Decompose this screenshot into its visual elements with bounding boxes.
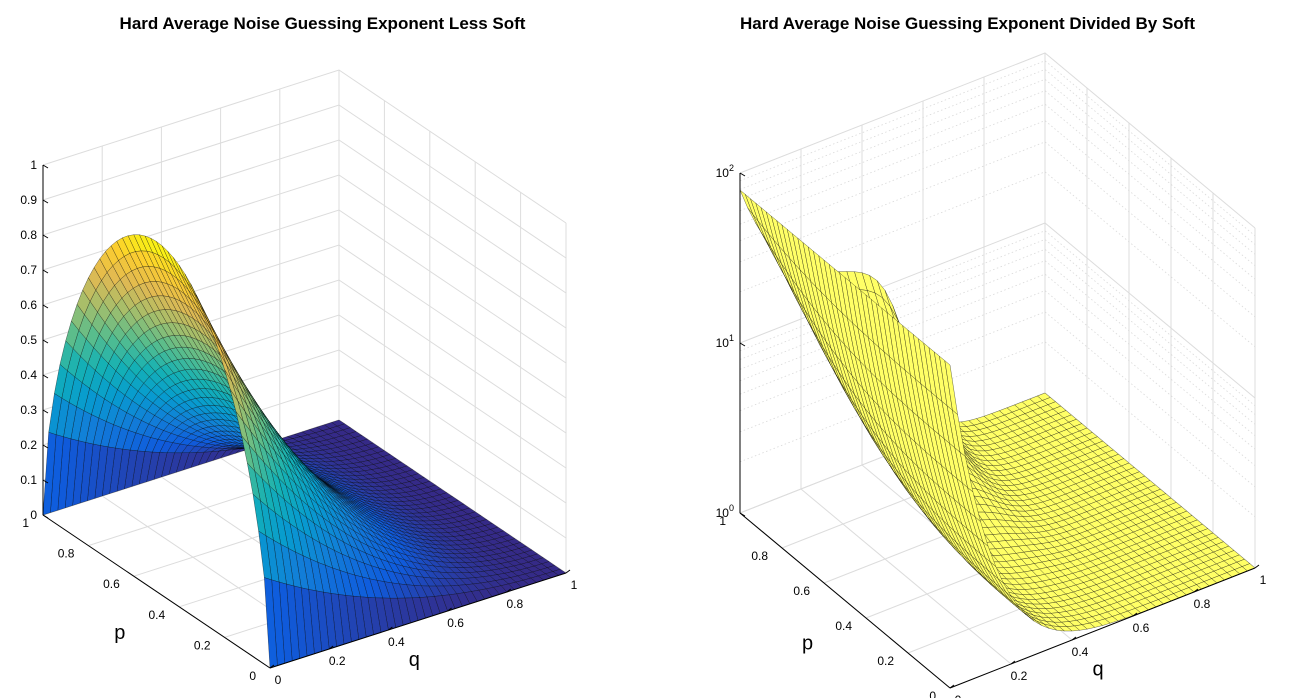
p-tick-label: 0.8 (58, 547, 75, 561)
p-tick-label: 0.8 (751, 549, 768, 563)
q-tick-label: 0 (955, 693, 962, 698)
p-tick-label: 0.4 (835, 619, 852, 633)
tick-mark (42, 269, 49, 274)
z-tick-label: 0.4 (20, 368, 37, 382)
minor-gridline (739, 69, 1256, 245)
minor-gridline (739, 90, 1256, 267)
tick-mark (1193, 588, 1199, 593)
z-tick-label: 0.3 (20, 403, 37, 417)
z-tick-label: 0.6 (20, 298, 37, 312)
q-tick-label: 0 (275, 673, 282, 687)
tick-mark (42, 164, 49, 169)
q-tick-label: 0.6 (447, 616, 464, 630)
minor-gridline (739, 60, 1256, 237)
z-tick-label: 0 (30, 508, 37, 522)
minor-gridline (739, 103, 1256, 280)
p-tick-label: 0.6 (793, 584, 810, 598)
tick-mark (42, 374, 49, 379)
q-tick-label: 0.2 (1011, 669, 1028, 683)
tick-mark (1254, 564, 1260, 569)
p-tick-label: 1 (719, 514, 726, 528)
p-tick-label: 0 (929, 689, 936, 698)
gridline (739, 52, 1256, 229)
tick-mark (1132, 612, 1138, 617)
q-axis-line (949, 567, 1256, 689)
tick-mark (739, 512, 746, 517)
tick-mark (42, 479, 49, 484)
q-tick-label: 0.8 (506, 597, 523, 611)
minor-gridline (739, 171, 1256, 348)
gridline (800, 488, 1012, 665)
p-tick-label: 0 (249, 669, 256, 683)
tick-mark (42, 409, 49, 414)
tick-mark (269, 664, 275, 669)
tick-mark (388, 626, 393, 631)
p-tick-label: 0.6 (103, 577, 120, 591)
p-axis-line (739, 512, 951, 689)
p-tick-label: 0.2 (194, 638, 211, 652)
z-tick-label: 0.9 (20, 193, 37, 207)
tick-mark (949, 684, 955, 689)
p-axis-label: p (802, 632, 813, 654)
tick-mark (42, 444, 49, 449)
z-tick-label: 100 (716, 503, 734, 520)
minor-gridline (739, 78, 1256, 255)
tick-mark (447, 607, 452, 612)
chart-title: Hard Average Noise Guessing Exponent Div… (739, 14, 1195, 33)
tick-mark (328, 645, 334, 650)
z-tick-label: 0.8 (20, 228, 37, 242)
surface-patch (944, 360, 958, 415)
q-tick-label: 1 (571, 578, 578, 592)
chart-title: Hard Average Noise Guessing Exponent Les… (119, 14, 526, 33)
q-tick-label: 0.4 (388, 635, 405, 649)
q-axis-label: q (1093, 659, 1104, 681)
tick-mark (42, 234, 49, 239)
q-tick-label: 1 (1260, 573, 1267, 587)
tick-mark (739, 342, 746, 347)
p-tick-label: 0.2 (877, 654, 894, 668)
minor-gridline (739, 120, 1256, 296)
z-tick-label: 0.1 (20, 473, 37, 487)
z-tick-label: 0.7 (20, 263, 37, 277)
z-tick-label: 101 (716, 333, 734, 350)
q-tick-label: 0.6 (1133, 621, 1150, 635)
z-tick-label: 1 (30, 158, 37, 172)
surface-plot: 00.20.40.60.8100.20.40.60.8100.10.20.30.… (20, 69, 578, 687)
p-tick-label: 0.4 (149, 608, 166, 622)
minor-gridline (739, 311, 1256, 488)
tick-mark (42, 514, 49, 519)
tick-mark (1071, 636, 1077, 641)
minor-gridline (739, 341, 1256, 518)
chart-left: Hard Average Noise Guessing Exponent Les… (20, 14, 578, 687)
tick-mark (42, 304, 49, 309)
z-tick-label: 0.5 (20, 333, 37, 347)
p-axis-label: p (114, 622, 125, 644)
gridline (42, 104, 567, 259)
minor-gridline (739, 141, 1256, 318)
tick-mark (42, 199, 49, 204)
q-axis-line (269, 572, 567, 669)
z-tick-label: 0.2 (20, 438, 37, 452)
q-tick-label: 0.2 (329, 654, 346, 668)
q-tick-label: 0.8 (1194, 597, 1211, 611)
p-tick-label: 1 (22, 516, 29, 530)
chart-right: Hard Average Noise Guessing Exponent Div… (645, 0, 1290, 698)
gridline (42, 139, 567, 294)
tick-mark (565, 569, 571, 574)
p-axis-line (42, 514, 271, 669)
gridline (42, 69, 567, 224)
z-tick-label: 102 (716, 163, 734, 180)
tick-mark (739, 172, 746, 177)
q-tick-label: 0.4 (1072, 645, 1089, 659)
tick-mark (506, 588, 512, 593)
tick-mark (1010, 660, 1016, 665)
q-axis-label: q (409, 649, 420, 671)
tick-mark (42, 339, 49, 344)
